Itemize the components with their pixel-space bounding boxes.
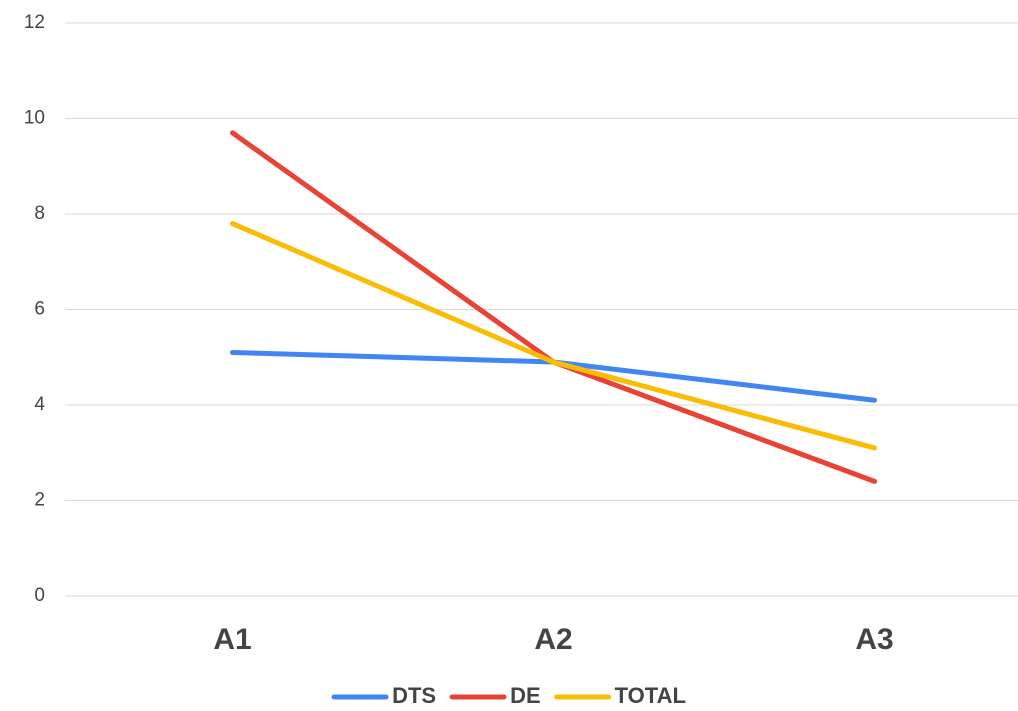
y-tick-label: 12	[24, 12, 45, 33]
legend-label: DE	[510, 683, 541, 708]
x-tick-label: A2	[534, 623, 572, 656]
legend-label: TOTAL	[615, 683, 686, 708]
y-tick-label: 0	[34, 585, 45, 606]
x-tick-label: A3	[855, 623, 893, 656]
y-tick-label: 6	[34, 299, 45, 320]
series-line	[230, 221, 877, 451]
y-tick-label: 10	[24, 108, 45, 129]
y-tick-label: 4	[34, 394, 45, 415]
y-tick-label: 2	[34, 490, 45, 511]
legend-label: DTS	[392, 683, 436, 708]
y-tick-label: 8	[34, 203, 45, 224]
x-tick-label: A1	[213, 623, 251, 656]
series-line	[230, 130, 877, 484]
